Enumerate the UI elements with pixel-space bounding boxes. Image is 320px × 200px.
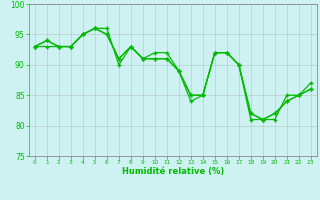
X-axis label: Humidité relative (%): Humidité relative (%) — [122, 167, 224, 176]
